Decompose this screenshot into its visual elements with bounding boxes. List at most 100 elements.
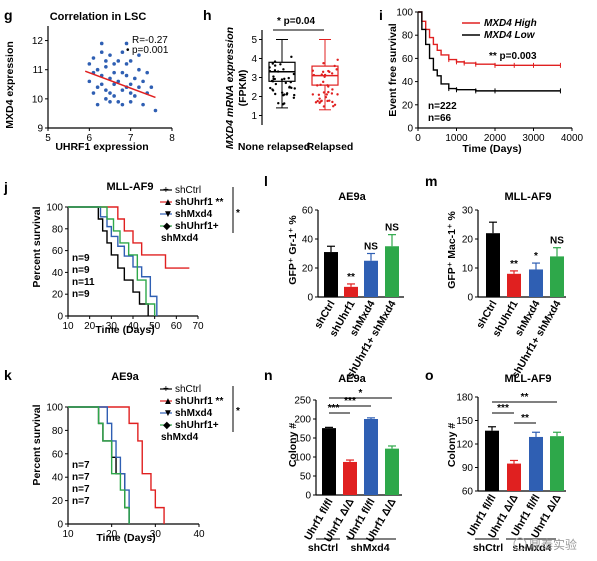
- panel-k-legend-marker-0: +: [163, 384, 169, 395]
- panel-h-dot-0-31: [293, 87, 296, 90]
- panel-g-point-34: [153, 108, 158, 113]
- panel-h-dot-0-4: [280, 78, 284, 81]
- panel-m-sig-3: NS: [550, 236, 564, 247]
- panel-o-ytick-label-1: 90: [462, 463, 474, 474]
- panel-o-ytick-label-0: 60: [462, 487, 474, 498]
- panel-h-dot-1-12: [321, 80, 325, 84]
- panel-m-title: MLL-AF9: [504, 191, 551, 203]
- panel-h-dot-1-15: [320, 99, 323, 103]
- panel-h-dot-1-28: [336, 58, 339, 61]
- panel-i-ylabel: Event free survival: [387, 23, 399, 116]
- panel-o-bar-0: [485, 430, 499, 491]
- panel-n-ylabel: Colony #: [287, 423, 299, 467]
- panel-h-dot-0-19: [284, 81, 288, 85]
- panel-m-bar-0: [486, 233, 500, 297]
- panel-j-legend-label-4: shMxd4: [161, 233, 199, 244]
- panel-g-plot: 9 10 11 12 5 6 7 8: [32, 26, 175, 144]
- panel-i: i Event free survival Time (Days) MXD4 H…: [379, 7, 584, 155]
- panel-k-ytick-label-4: 80: [52, 426, 64, 437]
- panel-h-dot-1-37: [328, 99, 331, 102]
- panel-m-bar-3: [550, 256, 564, 297]
- panel-label-j: j: [3, 179, 8, 195]
- panel-g-point-18: [112, 94, 116, 98]
- panel-l-ytick-label-2: 40: [302, 235, 314, 246]
- panel-g-point-46: [104, 59, 108, 63]
- panel-h-group-relapsed: Relapsed: [307, 141, 354, 153]
- panel-g-point-49: [145, 70, 149, 75]
- panel-o-group-shctrl: shCtrl: [473, 542, 503, 554]
- panel-i-n-low: n=66: [428, 113, 452, 124]
- panel-g-fit-line: [84, 70, 156, 99]
- panel-o-ytick-label-3: 150: [456, 416, 473, 427]
- panel-g-xtick-label-3: 8: [169, 133, 175, 144]
- panel-h-dot-0-16: [287, 76, 290, 80]
- panel-j-ytick-label-2: 40: [52, 268, 64, 279]
- panel-j-ytick-label-5: 100: [46, 203, 63, 214]
- panel-o-bar-3: [550, 436, 564, 491]
- panel-h-dot-1-38: [331, 88, 334, 91]
- panel-j-legend-label-2: shMxd4: [175, 209, 213, 220]
- panel-g-point-29: [149, 85, 154, 89]
- panel-h-dot-1-0: [322, 105, 326, 108]
- panel-h-ytick-label-4: 5: [251, 35, 257, 46]
- panel-j-n-shmxd4: n=11: [72, 277, 95, 288]
- panel-k-series-1: [68, 406, 165, 524]
- panel-k-xtick-label-3: 40: [193, 529, 205, 540]
- panel-j-xtick-label-3: 40: [127, 321, 139, 332]
- panel-n-group-shctrl: shCtrl: [308, 542, 338, 554]
- panel-g-point-6: [104, 65, 108, 69]
- panel-h-dot-1-29: [327, 90, 330, 94]
- panel-k-ytick-label-3: 60: [52, 449, 64, 460]
- panel-g-point-9: [137, 67, 141, 72]
- panel-j-ytick-label-1: 20: [52, 290, 64, 301]
- panel-n-sig-0: ***: [328, 403, 340, 414]
- panel-n-ytick-label-2: 100: [294, 453, 311, 464]
- panel-l-bar-3: [385, 246, 399, 297]
- panel-j-title: MLL-AF9: [106, 181, 153, 193]
- panel-h-dot-0-39: [271, 62, 274, 65]
- panel-h-dot-0-17: [273, 77, 277, 81]
- panel-j-legend-marker-2: ▼: [163, 209, 173, 220]
- panel-m-bar-1: [507, 273, 521, 297]
- panel-j: j MLL-AF9 Percent survival Time (Days) +…: [3, 179, 240, 336]
- panel-j-legend-label-1: shUhrf1 **: [175, 197, 223, 208]
- panel-m-sig-1: **: [510, 259, 518, 270]
- panel-label-h: h: [203, 7, 212, 23]
- panel-g-point-20: [133, 94, 137, 98]
- panel-h-dot-0-23: [271, 88, 274, 91]
- panel-k: k AE9a Percent survival Time (Days) +▲▼◆…: [4, 367, 240, 544]
- panel-h-ylabel-2: (FPKM): [237, 70, 249, 107]
- panel-k-legend-label-1: shUhrf1 **: [175, 396, 223, 407]
- panel-h-dot-0-8: [292, 96, 296, 99]
- panel-h-dot-0-27: [277, 102, 280, 105]
- panel-i-xtick-label-2: 2000: [484, 133, 507, 144]
- panel-k-plot: 0 20 40 60 80 100 10 20 30 40: [46, 403, 205, 541]
- panel-h-ylabel-1: MXD4 mRNA expression: [224, 27, 236, 149]
- panel-h-dot-0-20: [279, 63, 282, 66]
- panel-g-ytick-label-1: 10: [32, 94, 44, 105]
- panel-i-n-high: n=222: [428, 101, 457, 112]
- panel-j-ytick-label-4: 80: [52, 224, 64, 235]
- panel-i-ytick-label-2: 40: [402, 77, 414, 88]
- panel-n-ytick-label-0: 0: [305, 491, 311, 502]
- panel-g-point-5: [95, 67, 100, 72]
- panel-h-dot-1-13: [330, 72, 334, 75]
- panel-j-legend-marker-1: ▲: [163, 197, 173, 208]
- panel-h-dot-0-10: [272, 75, 275, 78]
- panel-g-point-36: [95, 85, 100, 89]
- panel-j-legend-marker-3: ◆: [163, 221, 171, 232]
- panel-g-point-32: [137, 53, 141, 57]
- panel-g-p-text: p=0.001: [132, 45, 169, 56]
- panel-h-dot-1-10: [325, 93, 329, 96]
- panel-n-bar-0: [322, 428, 336, 495]
- panel-l-bar-2: [364, 260, 378, 297]
- panel-label-o: o: [425, 367, 434, 383]
- panel-k-legend-star: *: [236, 406, 240, 417]
- panel-l-sig-3: NS: [385, 223, 399, 234]
- panel-k-n-shuhrf1: n=7: [72, 472, 90, 483]
- panel-i-ytick-label-5: 100: [396, 8, 413, 19]
- panel-k-xtick-label-1: 20: [106, 529, 118, 540]
- panel-m-sig-2: *: [534, 251, 538, 262]
